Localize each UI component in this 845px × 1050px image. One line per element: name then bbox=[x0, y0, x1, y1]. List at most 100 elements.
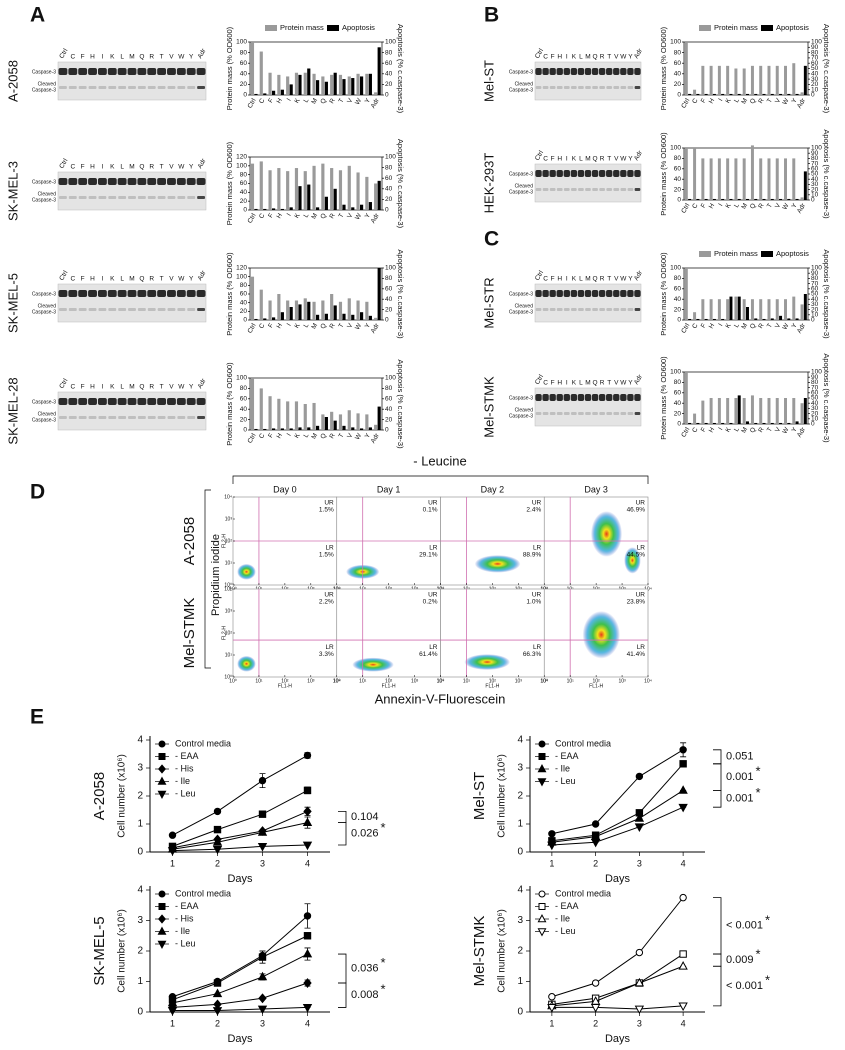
x-tick-label: K bbox=[293, 322, 302, 330]
y2-tick-label: 30 bbox=[811, 181, 819, 188]
blot-cleaved-band bbox=[78, 308, 87, 311]
x-tick-label: V bbox=[346, 432, 355, 440]
bar bbox=[312, 73, 316, 95]
bar bbox=[754, 422, 758, 424]
blot-cleaved-band bbox=[197, 416, 206, 419]
bar bbox=[787, 318, 791, 320]
y2-axis-label: Apoptosis (% c.caspase-3) bbox=[822, 353, 831, 443]
y2-tick-label: 60 bbox=[811, 166, 819, 173]
blot-band bbox=[613, 290, 620, 297]
bar bbox=[277, 398, 281, 430]
x-tick-label: K bbox=[724, 202, 733, 210]
lane-label: K bbox=[572, 156, 577, 163]
bar bbox=[368, 202, 372, 210]
y-tick-label: 60 bbox=[674, 166, 682, 173]
blot-band bbox=[127, 290, 137, 297]
y-tick-label: 80 bbox=[674, 379, 682, 386]
lane-label: Ctrl bbox=[534, 269, 545, 282]
blot-band bbox=[563, 394, 570, 401]
bar bbox=[701, 158, 705, 200]
blot-band bbox=[634, 170, 641, 177]
lane-label: T bbox=[607, 54, 611, 61]
blot-band bbox=[627, 68, 634, 75]
blot-cleaved-band bbox=[535, 86, 542, 89]
bar bbox=[254, 208, 258, 210]
band-label: Caspase-3 bbox=[509, 87, 533, 93]
y2-tick-label: 0 bbox=[385, 207, 389, 214]
y-tick-label: 60 bbox=[240, 291, 248, 298]
lane-label: H bbox=[557, 54, 562, 61]
blot-cleaved-band bbox=[78, 86, 87, 89]
marker bbox=[678, 785, 688, 794]
bar bbox=[286, 171, 290, 210]
blot-cleaved-band bbox=[128, 416, 136, 419]
marker bbox=[547, 841, 557, 851]
x-tick-label: Ctrl bbox=[247, 432, 258, 445]
blot-cleaved-band bbox=[620, 86, 627, 89]
lane-label: M bbox=[585, 156, 590, 163]
cell-density bbox=[237, 655, 256, 672]
blot-cleaved-band bbox=[592, 188, 598, 191]
bar bbox=[746, 307, 749, 320]
blot-band bbox=[535, 170, 542, 177]
marker bbox=[167, 1007, 178, 1016]
legend-marker bbox=[538, 890, 546, 898]
bar bbox=[263, 208, 267, 210]
lane-label: C bbox=[70, 384, 75, 391]
y2-tick-label: 80 bbox=[385, 385, 393, 392]
blot-band bbox=[97, 178, 107, 185]
lane-label: M bbox=[129, 276, 134, 283]
x-tick-label: V bbox=[774, 322, 783, 330]
significance-star: * bbox=[765, 973, 770, 988]
y-tick-label: 80 bbox=[674, 275, 682, 282]
legend-marker bbox=[158, 740, 166, 748]
blot-membrane bbox=[57, 171, 207, 211]
bar bbox=[280, 312, 284, 320]
x-tick-label: T bbox=[338, 212, 346, 219]
blot-cleaved-band bbox=[627, 308, 634, 311]
y2-axis-label: Apoptosis (% c.caspase-3) bbox=[822, 129, 831, 219]
lane-label: I bbox=[566, 54, 568, 61]
x-tick-label: Adr bbox=[796, 322, 808, 335]
x-tick-label: H bbox=[708, 202, 717, 210]
y2-tick-label: 90 bbox=[811, 374, 819, 381]
significance-bracket bbox=[713, 763, 722, 791]
bar bbox=[709, 65, 713, 95]
blot-band bbox=[598, 290, 606, 297]
blot-band bbox=[634, 68, 641, 75]
bar bbox=[294, 300, 299, 320]
bar bbox=[742, 68, 746, 95]
blot-band bbox=[620, 170, 627, 177]
y2-axis-label: Apoptosis (% c.caspase-3) bbox=[396, 139, 405, 229]
blot-cleaved-band bbox=[68, 196, 77, 199]
band-label: Caspase-3 bbox=[509, 291, 533, 297]
blot-cleaved-band bbox=[556, 412, 563, 415]
x-tick-label: 10⁰ bbox=[229, 678, 237, 684]
lane-label: C bbox=[70, 276, 75, 283]
x-tick-label: K bbox=[724, 426, 733, 434]
bar bbox=[324, 417, 328, 430]
y2-tick-label: 30 bbox=[811, 301, 819, 308]
lane-label: Ctrl bbox=[58, 157, 69, 170]
quadrant-name: UR bbox=[324, 592, 334, 599]
blot-band bbox=[591, 170, 599, 177]
x-tick-label: V bbox=[346, 97, 355, 105]
legend-marker bbox=[158, 890, 166, 898]
blot-cleaved-band bbox=[599, 188, 605, 191]
legend-label: Apoptosis bbox=[342, 23, 375, 32]
blot-band bbox=[620, 68, 627, 75]
bar bbox=[701, 400, 705, 424]
blot-cleaved-band bbox=[606, 412, 613, 415]
lane-label: C bbox=[70, 54, 75, 61]
lane-label: I bbox=[101, 384, 103, 391]
cell-line-name: SK-MEL-5 bbox=[5, 273, 20, 333]
marker bbox=[212, 1007, 223, 1016]
p-value: 0.001 bbox=[726, 771, 754, 783]
y-tick-label: 40 bbox=[674, 296, 682, 303]
y2-tick-label: 60 bbox=[385, 396, 393, 403]
y-tick-label: 60 bbox=[674, 390, 682, 397]
blot-band bbox=[556, 68, 563, 75]
bar bbox=[333, 305, 337, 320]
blot-cleaved-band bbox=[549, 308, 556, 311]
x-tick-label: 2 bbox=[593, 1018, 598, 1028]
